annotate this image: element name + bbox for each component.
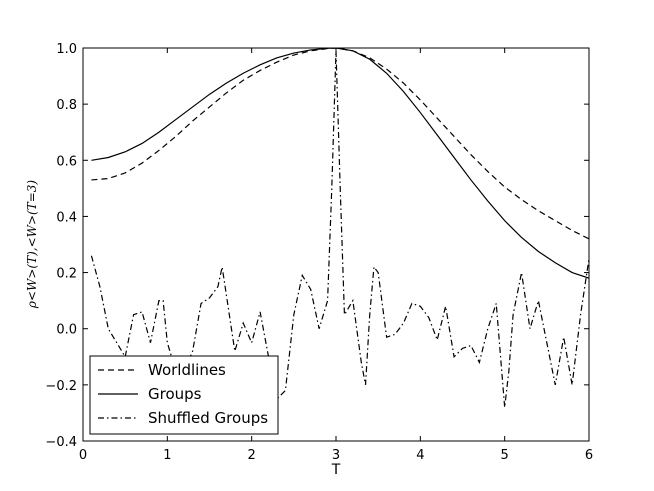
x-tick-label: 4	[416, 448, 424, 463]
y-tick-label: 0.6	[56, 154, 77, 169]
y-tick-label: 0.0	[56, 323, 77, 338]
y-axis-label: ρ<W>(T),<W>(T=3)	[25, 180, 39, 309]
y-tick-label: 0.4	[56, 210, 77, 225]
x-tick-label: 3	[332, 448, 340, 463]
legend-box	[89, 355, 279, 435]
legend-label: Groups	[148, 385, 202, 403]
series-line-0	[91, 48, 589, 240]
x-tick-label: 1	[163, 448, 171, 463]
y-tick-label: 0.2	[56, 267, 77, 282]
y-tick-label: −0.4	[45, 435, 77, 450]
y-tick-label: −0.2	[45, 379, 77, 394]
x-tick-label: 0	[79, 448, 87, 463]
x-tick-label: 6	[585, 448, 593, 463]
y-tick-label: 1.0	[56, 42, 77, 57]
y-tick-label: 0.8	[56, 98, 77, 113]
series-line-1	[91, 48, 589, 279]
tick-layer: 0 1 2 3 4 5 6 −0.4 −0.2 0.0 0.2 0.4 0.6 0.8 1.0	[45, 42, 593, 463]
series-layer	[90, 48, 589, 408]
legend-label: Worldlines	[148, 361, 226, 379]
x-tick-label: 2	[248, 448, 256, 463]
legend-label: Shuffled Groups	[148, 409, 268, 427]
series-line-2	[90, 50, 589, 408]
x-axis-label: T	[331, 462, 341, 478]
x-tick-label: 5	[501, 448, 509, 463]
legend: Worldlines Groups Shuffled Groups	[89, 355, 279, 435]
